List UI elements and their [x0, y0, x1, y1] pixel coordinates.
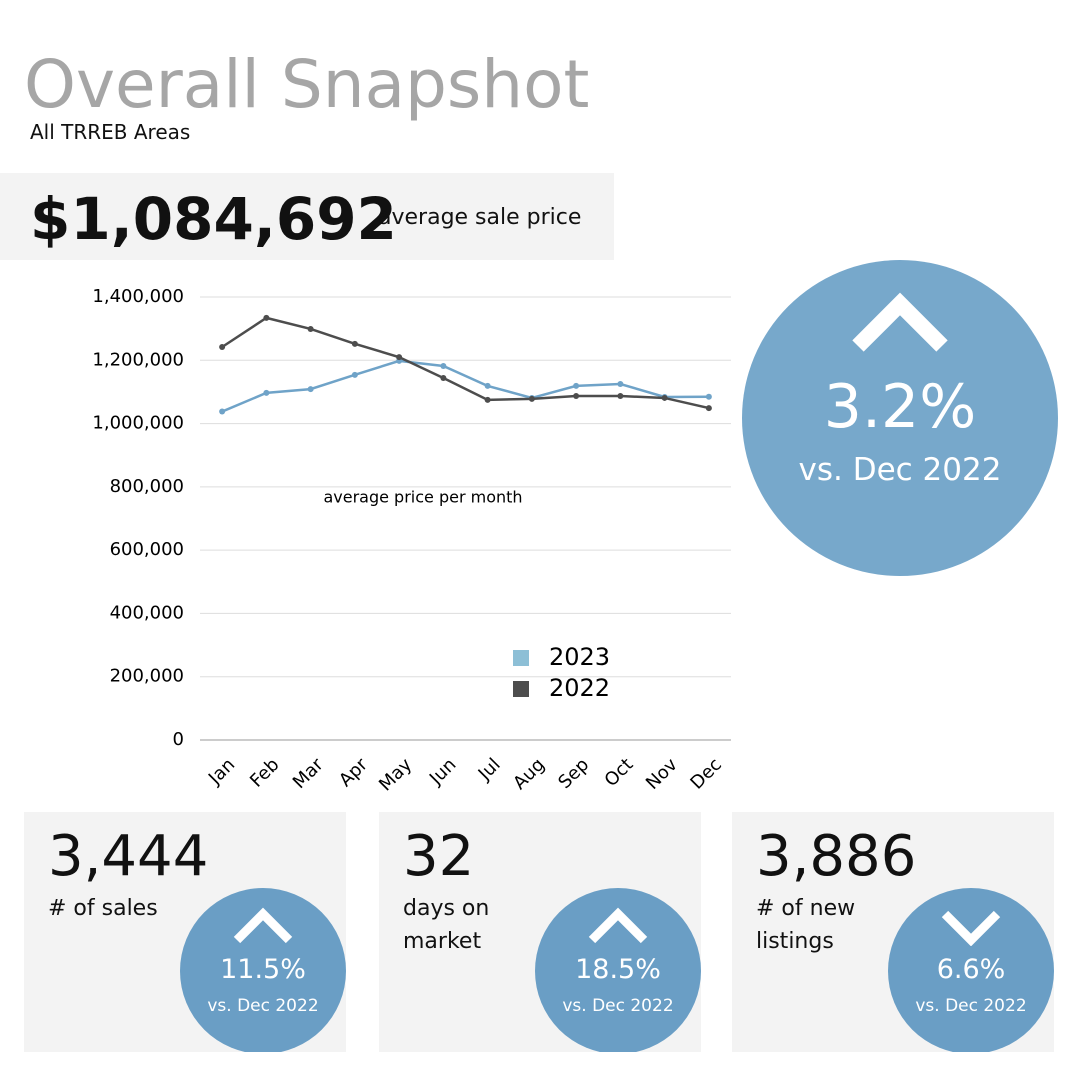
point	[705, 393, 712, 400]
up-arrow	[852, 292, 948, 352]
point	[396, 354, 403, 361]
y-tick-label: 600,000	[110, 539, 184, 560]
badge-comparison: vs. Dec 2022	[798, 452, 1002, 488]
y-tick-label: 200,000	[110, 666, 184, 687]
line	[221, 316, 710, 410]
card: 3,886 # of new listings 6.6% vs. Dec 202…	[732, 812, 1054, 1052]
y-tick-label: 1,400,000	[92, 286, 184, 307]
card-comparison: vs. Dec 2022	[915, 996, 1027, 1016]
x-tick-label: Feb	[246, 754, 283, 791]
card-value: 32	[403, 824, 475, 889]
y-tick-label: 1,000,000	[92, 413, 184, 434]
point	[219, 408, 226, 415]
line	[221, 359, 709, 413]
point	[705, 405, 712, 412]
down-arrow	[941, 910, 1001, 946]
x-tick-label: Aug	[509, 754, 549, 794]
point	[528, 395, 535, 402]
badge: 3.2% vs. Dec 2022	[742, 260, 1058, 576]
chart-annotation: average price per month	[323, 488, 522, 507]
legend-label: 2023	[549, 643, 610, 671]
card-badge: 11.5% vs. Dec 2022	[180, 888, 346, 1052]
point	[307, 386, 314, 393]
price-box: $1,084,692 average sale price	[0, 173, 614, 260]
x-tick-label: Mar	[289, 754, 328, 793]
x-tick-label: Sep	[554, 754, 593, 793]
card-badge: 6.6% vs. Dec 2022	[888, 888, 1054, 1052]
point	[263, 389, 270, 396]
card-change: 18.5%	[575, 954, 661, 985]
point	[573, 393, 580, 400]
y-tick-label: 1,200,000	[92, 349, 184, 370]
point	[573, 382, 580, 389]
point	[307, 325, 314, 332]
card-change: 6.6%	[936, 954, 1006, 985]
y-tick-label: 0	[173, 729, 184, 750]
legend-swatch	[513, 681, 529, 697]
x-tick-label: Jul	[474, 754, 505, 785]
point	[440, 362, 447, 369]
card-comparison: vs. Dec 2022	[207, 996, 319, 1016]
point	[351, 371, 358, 378]
legend-swatch	[513, 650, 529, 666]
point	[263, 314, 270, 321]
x-tick-label: Nov	[642, 754, 682, 794]
badge-change: 3.2%	[823, 372, 977, 442]
point	[484, 382, 491, 389]
card-label: days on market	[403, 896, 490, 954]
card-change: 11.5%	[220, 954, 306, 985]
x-tick-label: Jun	[425, 754, 460, 789]
title: Overall Snapshot	[24, 46, 590, 123]
card: 32 days on market 18.5% vs. Dec 2022	[379, 812, 701, 1052]
point	[351, 340, 358, 347]
x-tick-label: Dec	[686, 754, 725, 793]
price-value: $1,084,692	[30, 185, 397, 253]
x-tick-label: Jan	[204, 754, 239, 789]
point	[661, 394, 668, 401]
chart: average price per month 0 200,000 400,000 6…	[92, 286, 731, 795]
y-tick-label: 800,000	[110, 476, 184, 497]
legend-label: 2022	[549, 674, 610, 702]
card-comparison: vs. Dec 2022	[562, 996, 674, 1016]
up-arrow	[233, 907, 293, 944]
card: 3,444 # of sales 11.5% vs. Dec 2022	[24, 812, 346, 1052]
x-tick-label: May	[375, 754, 416, 795]
subtitle: All TRREB Areas	[30, 120, 191, 144]
point	[617, 381, 624, 388]
point	[440, 375, 447, 382]
y-tick-label: 400,000	[110, 602, 184, 623]
up-arrow	[588, 907, 648, 944]
point	[617, 393, 624, 400]
card-value: 3,444	[48, 824, 209, 889]
card-value: 3,886	[756, 824, 917, 889]
price-label: average sale price	[378, 205, 582, 230]
card-label: # of sales	[48, 896, 158, 921]
card-label: # of new listings	[756, 896, 856, 954]
x-tick-label: Oct	[601, 754, 638, 791]
card-badge: 18.5% vs. Dec 2022	[535, 888, 701, 1052]
point	[219, 343, 226, 350]
point	[484, 396, 491, 403]
x-tick-label: Apr	[335, 754, 372, 791]
